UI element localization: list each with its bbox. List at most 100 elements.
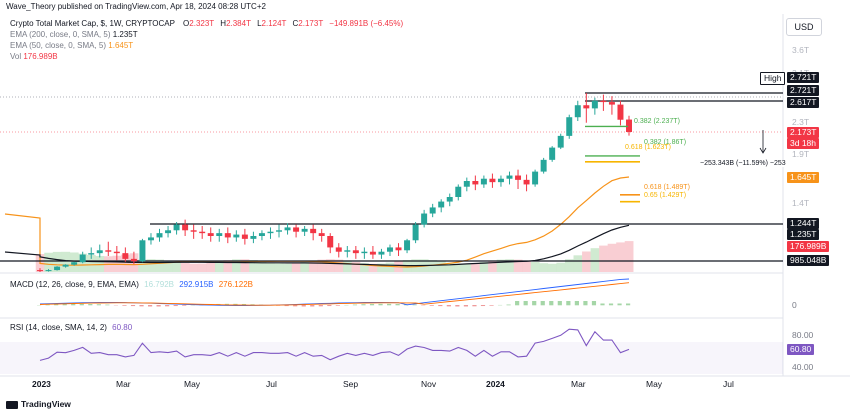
candle-body [344, 250, 351, 252]
candle-body [301, 228, 308, 232]
macd-line-value: 292.915B [179, 280, 214, 289]
support-resistance-lines [0, 92, 783, 262]
macd-histogram-bar [310, 305, 315, 307]
volume-bar [343, 260, 352, 272]
time-label-mar-2024: Mar [571, 379, 586, 389]
volume-label[interactable]: Vol [10, 52, 22, 61]
macd-histogram-bar [122, 305, 127, 306]
macd-histogram-bar [139, 305, 144, 307]
candle-body [566, 117, 573, 136]
ema50-label[interactable]: EMA (50, close, 0, SMA, 5) [10, 41, 107, 50]
macd-histogram-bar [591, 301, 597, 306]
candle-body [182, 224, 189, 231]
candle-body [574, 105, 581, 118]
ohlc-o-value: 2.323T [189, 19, 215, 28]
macd-histogram-bar [412, 304, 417, 306]
ema50-tag: 1.645T [787, 172, 820, 183]
ohlc-l-label: L [257, 19, 262, 28]
volume-bar [462, 263, 472, 272]
high-label-tag: High [760, 72, 786, 85]
rsi-band [0, 342, 783, 374]
volume-bar [564, 259, 574, 272]
candle-body [267, 231, 274, 234]
macd-pane [37, 278, 631, 307]
countdown-tag: 3d 18h [787, 138, 819, 149]
volume-bar [360, 263, 369, 272]
currency-button[interactable]: USD [786, 18, 822, 36]
macd-histogram-bar [540, 301, 545, 306]
macd-zero-tick: 0 [792, 300, 797, 310]
fib-382-b-label: 0.382 (1.86T) [644, 139, 687, 146]
macd-histogram-bar [327, 305, 332, 307]
candle-body [147, 237, 154, 241]
candle-body [395, 247, 402, 251]
volume-bar [616, 242, 625, 272]
macd-histogram-bar [165, 305, 170, 307]
symbol-title[interactable]: Crypto Total Market Cap, $, 1W, CRYPTOCA… [10, 19, 175, 28]
candle-body [540, 159, 547, 172]
price-tick-3-6: 3.6T [792, 45, 810, 55]
volume-bar [44, 252, 54, 272]
macd-hist-value: 16.792B [144, 280, 174, 289]
volume-bar [146, 259, 156, 272]
candle-body [626, 119, 632, 132]
candle-body [506, 175, 513, 179]
candle-body [523, 179, 530, 185]
rsi-label[interactable]: RSI (14, close, SMA, 14, 2) [10, 323, 107, 332]
volume-bar [334, 259, 344, 272]
volume-bar [317, 259, 327, 272]
macd-histogram-bar [71, 303, 76, 306]
tradingview-footer[interactable]: TradingView [6, 399, 71, 409]
candle-body [600, 100, 607, 103]
ohlc-c-label: C [292, 19, 299, 28]
candle-body [216, 233, 223, 236]
time-label-sep: Sep [343, 379, 359, 389]
candlesticks [37, 93, 632, 273]
candle-body [88, 253, 95, 255]
volume-bar [471, 263, 480, 272]
candle-body [37, 270, 43, 272]
macd-histogram-bar [318, 305, 323, 307]
candle-body [404, 240, 411, 251]
volume-bar [325, 259, 335, 272]
macd-histogram-bar [583, 301, 588, 306]
high-value-tag: 2.721T [787, 72, 820, 83]
volume-bar [522, 260, 532, 272]
ema200-tag: 1.235T [787, 229, 820, 240]
macd-histogram-bar [301, 305, 306, 307]
macd-histogram-bar [429, 305, 434, 306]
candle-body [45, 270, 52, 272]
candle-body [130, 258, 137, 262]
candle-body [429, 207, 436, 214]
ema50-line [4, 176, 630, 268]
macd-histogram-bar [54, 304, 59, 306]
candle-body [378, 251, 385, 255]
fibonacci-levels [585, 125, 767, 203]
ohlc-l-value: 2.124T [261, 19, 287, 28]
level-2721-tag: 2.721T [787, 85, 820, 96]
candle-body [327, 236, 334, 248]
volume-bar [385, 262, 395, 272]
candle-body [318, 233, 325, 236]
volume-bar [214, 261, 224, 272]
volume-bar [436, 261, 446, 272]
level-985-tag: 985.048B [787, 255, 830, 266]
volume-bar [291, 263, 301, 272]
time-label-2023: 2023 [32, 379, 51, 389]
volume-bar [368, 263, 378, 272]
macd-label[interactable]: MACD (12, 26, close, 9, EMA, EMA) [10, 280, 139, 289]
macd-histogram-bar [182, 305, 187, 306]
ema200-label[interactable]: EMA (200, close, 0, SMA, 5) [10, 30, 111, 39]
macd-histogram-bar [156, 305, 161, 307]
volume-bar [624, 241, 634, 272]
candle-body [591, 100, 598, 109]
macd-histogram-bar [566, 301, 571, 306]
measure-label: −253.343B (−11.59%) −253 [700, 160, 786, 167]
rsi-tick-80: 80.00 [792, 330, 814, 340]
macd-histogram-bar [241, 303, 247, 306]
macd-signal-line [39, 282, 630, 306]
macd-histogram-bar [506, 304, 511, 306]
macd-histogram-bar [45, 304, 50, 306]
volume-area [35, 241, 634, 272]
